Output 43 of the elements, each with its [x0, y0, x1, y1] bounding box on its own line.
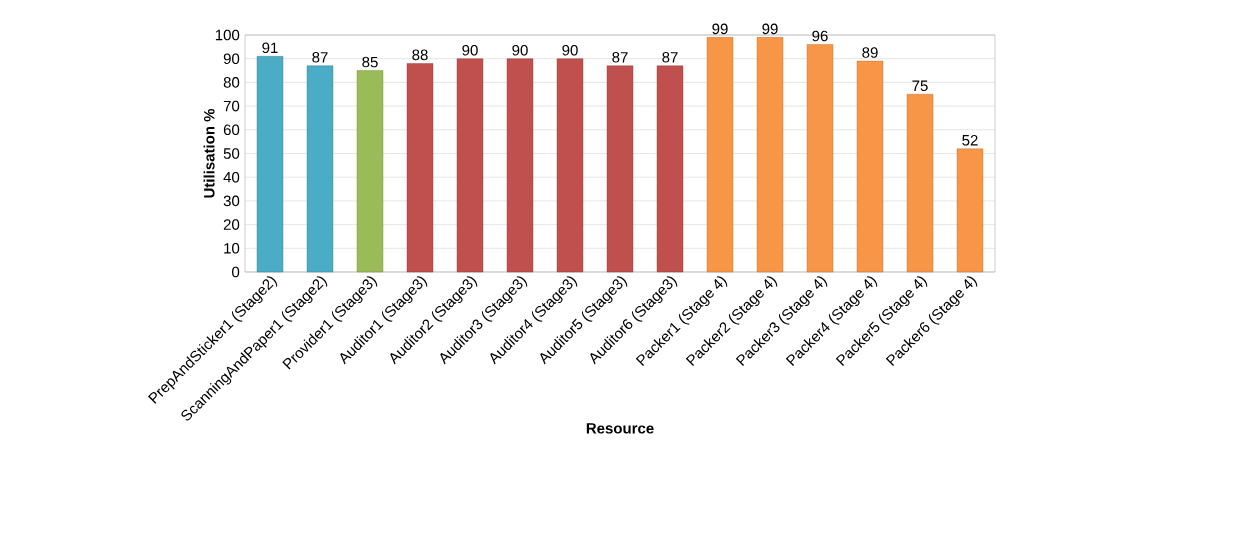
y-tick-label: 60: [223, 124, 240, 136]
data-label: 90: [512, 44, 528, 56]
y-axis-title: Utilisation %: [203, 108, 215, 198]
bar: [456, 58, 484, 273]
bar: [856, 60, 884, 273]
data-label: 99: [712, 23, 728, 35]
data-label: 99: [762, 23, 778, 35]
bar: [906, 94, 934, 273]
data-label: 75: [912, 80, 928, 92]
data-label: 89: [862, 47, 878, 58]
bar: [606, 65, 634, 273]
bar: [256, 56, 284, 273]
y-tick-label: 80: [223, 77, 240, 88]
y-tick-label: 70: [223, 100, 240, 112]
bar: [356, 70, 384, 273]
data-label: 87: [612, 51, 628, 63]
data-label: 88: [412, 49, 428, 61]
bar: [756, 37, 784, 273]
y-tick-label: 30: [223, 195, 240, 207]
bar: [406, 63, 434, 273]
y-tick-label: 90: [223, 53, 240, 64]
y-tick-label: 20: [223, 219, 240, 230]
y-tick-label: 50: [223, 148, 240, 159]
bar: [706, 37, 734, 273]
bar: [506, 58, 534, 273]
data-label: 87: [662, 51, 678, 63]
data-label: 87: [312, 51, 328, 63]
y-tick-label: 40: [223, 171, 240, 183]
y-tick-label: 10: [224, 242, 240, 254]
y-tick-label: 0: [232, 266, 240, 278]
bar: [556, 58, 584, 273]
bar: [806, 44, 834, 273]
data-label: 91: [262, 42, 278, 54]
data-label: 85: [362, 56, 378, 68]
bar: [656, 65, 684, 273]
x-axis-title: Resource: [586, 423, 654, 434]
data-label: 90: [462, 44, 478, 56]
bar: [956, 148, 984, 273]
data-label: 96: [812, 30, 828, 42]
data-label: 90: [562, 44, 578, 56]
y-tick-label: 100: [215, 29, 240, 41]
bar: [306, 65, 334, 273]
data-label: 52: [962, 134, 978, 146]
